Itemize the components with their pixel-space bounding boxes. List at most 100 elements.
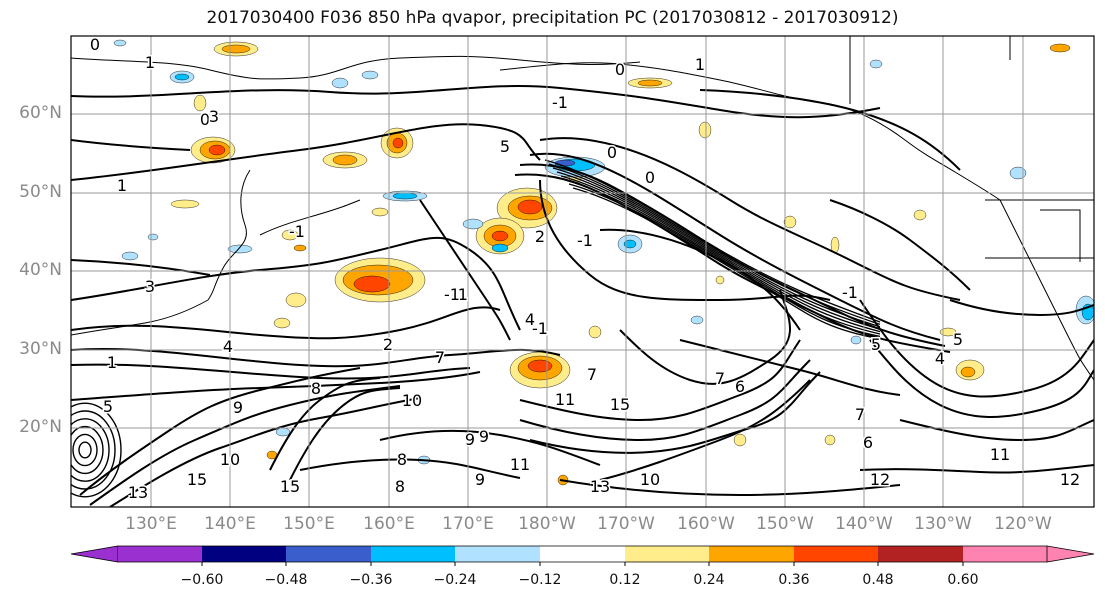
qvapor-contour: [560, 175, 881, 333]
contour-label: 5: [871, 335, 881, 354]
contour-label: -1: [552, 93, 568, 112]
precip-patch: [113, 39, 127, 47]
contour-label: 5: [500, 137, 510, 156]
colorbar-tick-label: −0.36: [349, 572, 393, 588]
lon-label: 130°E: [125, 514, 177, 534]
qvapor-contours: [71, 84, 1094, 507]
chart-title: 2017030400 F036 850 hPa qvapor, precipit…: [206, 8, 899, 28]
contour-label: -1: [444, 285, 460, 304]
qvapor-contour: [599, 379, 811, 481]
qvapor-contour: [529, 152, 941, 341]
contour-label: 0: [200, 110, 210, 129]
contour-label: -1: [289, 222, 305, 241]
contour-label: 9: [465, 430, 475, 449]
lon-label: 180°W: [518, 514, 576, 534]
contour-label: 11: [510, 455, 530, 474]
qvapor-contour: [71, 123, 541, 181]
qvapor-contour: [699, 89, 961, 171]
colorbar-bin: [202, 546, 286, 562]
precip-patch: [392, 137, 404, 149]
qvapor-contour: [89, 385, 401, 506]
colorbar-tick-label: 0.12: [609, 572, 641, 588]
contour-label: -1: [842, 283, 858, 302]
qvapor-contour: [519, 339, 801, 422]
lat-label: 40°N: [19, 260, 62, 280]
qvapor-contour: [548, 163, 881, 326]
precip-patch: [331, 77, 349, 89]
qvapor-contour: [859, 299, 1094, 398]
colorbar-bin: [878, 546, 963, 562]
contour-label: 1: [117, 176, 127, 195]
qvapor-contour: [71, 139, 191, 151]
qvapor-contour: [71, 410, 116, 490]
contour-label: 0: [645, 168, 655, 187]
contour-label: 1: [107, 353, 117, 372]
qvapor-contour: [529, 371, 821, 454]
qvapor-contour: [71, 425, 104, 475]
qvapor-contour: [556, 171, 881, 330]
graticule: [71, 36, 1094, 507]
qvapor-contour: [539, 137, 961, 301]
precip-patch: [221, 44, 251, 54]
contour-label: 3: [209, 107, 219, 126]
contour-label: 7: [715, 369, 725, 388]
precip-patch: [850, 335, 862, 345]
contour-label: 15: [280, 477, 300, 496]
lon-label: 160°E: [363, 514, 415, 534]
precip-patch: [527, 359, 553, 373]
colorbar-bin: [540, 546, 625, 562]
lon-label: 150°W: [756, 514, 814, 534]
contour-label: 8: [311, 379, 321, 398]
qvapor-contour: [79, 367, 361, 496]
contour-label: 1: [695, 55, 705, 74]
contour-label: 8: [397, 450, 407, 469]
precip-patch: [281, 229, 299, 241]
qvapor-contour: [71, 236, 521, 331]
contour-label: 13: [590, 477, 610, 496]
contour-label: 8: [395, 477, 405, 496]
qvapor-contour: [109, 397, 421, 507]
contour-label: 9: [479, 427, 489, 446]
precip-patch: [1009, 166, 1027, 180]
contour-label: 6: [735, 377, 745, 396]
map-frame: [70, 35, 1095, 508]
lon-label: 160°W: [677, 514, 735, 534]
coastlines: [71, 36, 1094, 381]
precip-patch: [273, 317, 291, 329]
qvapor-contour: [71, 306, 501, 340]
contour-label: 12: [870, 470, 890, 489]
contour-label: 15: [187, 470, 207, 489]
colorbar-bin: [118, 546, 202, 562]
qvapor-contour: [78, 441, 92, 459]
precip-patch: [353, 275, 391, 293]
contour-label: -1: [452, 285, 468, 304]
colorbar-extend-high: [1046, 545, 1095, 563]
colorbar-bin: [625, 546, 709, 562]
lon-label: 140°W: [835, 514, 893, 534]
contour-label: 6: [863, 433, 873, 452]
contour-label: 9: [475, 470, 485, 489]
contour-label: 11: [990, 445, 1010, 464]
precip-patch: [293, 244, 307, 252]
contour-label: 10: [640, 470, 660, 489]
contour-label: 12: [1060, 470, 1080, 489]
contour-label: 13: [128, 483, 148, 502]
contour-label: 10: [402, 391, 422, 410]
precip-patch: [491, 230, 509, 242]
precip-patch: [783, 215, 797, 229]
lon-label: 120°W: [994, 514, 1052, 534]
qvapor-contour: [72, 433, 98, 467]
lat-label: 20°N: [19, 417, 62, 437]
contour-label: 5: [953, 330, 963, 349]
colorbar-bin: [286, 546, 371, 562]
lat-label: 30°N: [19, 339, 62, 359]
contour-label: 15: [610, 395, 630, 414]
precip-patch: [939, 327, 957, 337]
qvapor-contour: [949, 299, 1094, 317]
colorbar-bin: [455, 546, 540, 562]
qvapor-contour: [379, 429, 601, 466]
precip-patch: [361, 70, 379, 80]
contour-label: 7: [855, 405, 865, 424]
lat-label: 50°N: [19, 182, 62, 202]
